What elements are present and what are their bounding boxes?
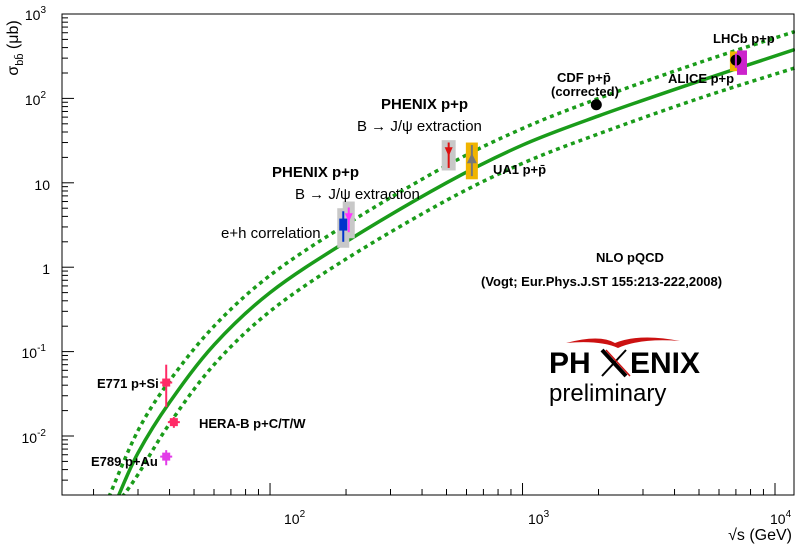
phenix-b-subtitle: B → J/ψ extraction xyxy=(295,186,420,203)
nlo-label: NLO pQCD xyxy=(596,250,664,265)
logo-subtitle: preliminary xyxy=(549,380,666,407)
logo-text-left: PH xyxy=(549,347,591,380)
ua1-marker xyxy=(466,153,477,164)
phenix-b-title: PHENIX p+p xyxy=(272,164,359,181)
e789-label: E789 p+Au xyxy=(91,454,158,469)
jpsi200-marker xyxy=(344,213,353,223)
nlo-central-line xyxy=(116,47,795,495)
logo-wing-top xyxy=(566,337,680,348)
logo-x-mark xyxy=(600,348,631,378)
eh-marker xyxy=(339,218,348,231)
logo-text-right: ENIX xyxy=(630,347,700,380)
alice-magenta-box xyxy=(736,50,747,75)
phenix-a-subtitle: B → J/ψ extraction xyxy=(357,118,482,135)
eh-label: e+h correlation xyxy=(221,225,321,242)
phenix-a-title: PHENIX p+p xyxy=(381,96,468,113)
nlo-reference: (Vogt; Eur.Phys.J.ST 155:213-222,2008) xyxy=(481,274,722,289)
cdf-label-1: CDF p+p̄ xyxy=(557,70,611,85)
axis-ticks xyxy=(62,13,776,496)
y-tick-label-10: 10 xyxy=(34,177,50,193)
alice-label: ALICE p+p xyxy=(668,71,734,86)
cdf-label-2: (corrected) xyxy=(551,84,619,99)
lhcb-label: LHCb p+p xyxy=(713,31,775,46)
jpsi500-marker xyxy=(444,147,453,157)
e771-label: E771 p+Si xyxy=(97,376,159,391)
x-axis-title: √s (GeV) xyxy=(728,527,792,544)
nlo-lower-band-line xyxy=(121,66,795,495)
y-tick-label-1: 1 xyxy=(42,261,50,277)
phenix-logo: PH ENIX preliminary xyxy=(549,337,700,407)
plot-frame xyxy=(61,13,795,496)
ua1-label: UA1 p+p̄ xyxy=(493,162,546,177)
cdf-marker xyxy=(590,99,602,111)
data-points xyxy=(160,53,742,466)
herab-label: HERA-B p+C/T/W xyxy=(199,416,306,431)
